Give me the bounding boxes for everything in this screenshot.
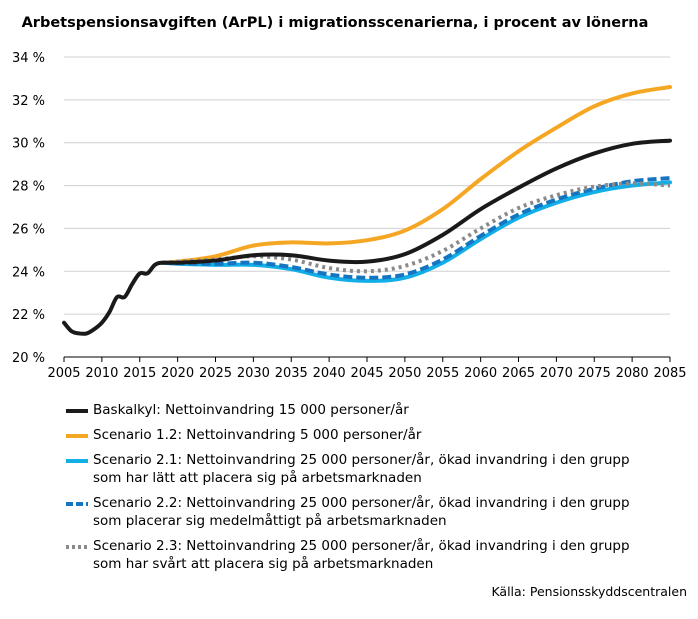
series-baskalkyl [62,138,672,336]
legend-item-baskalkyl[interactable]: Baskalkyl: Nettoinvandring 15 000 person… [66,401,696,419]
y-axis: 20 % 22 % 24 % 26 % 28 % 30 % 32 % 34 % [12,51,45,366]
chart-title: Arbetspensionsavgiften (ArPL) i migratio… [22,15,649,31]
x-tick-label: 2010 [85,366,118,381]
legend-label-scenario-2-2: Scenario 2.2: Nettoinvandring 25 000 per… [93,495,630,529]
x-tick-label: 2055 [426,366,459,381]
x-tick-label: 2060 [464,366,497,381]
y-tick-label: 24 % [12,265,45,280]
legend-item-scenario-2-3[interactable]: Scenario 2.3: Nettoinvandring 25 000 per… [66,537,696,573]
y-tick-label: 30 % [12,137,45,152]
legend-swatch-baskalkyl [66,409,88,413]
x-tick-label: 2040 [313,366,346,381]
legend-swatch-scenario-2-3 [66,545,88,549]
legend-label-scenario-2-3: Scenario 2.3: Nettoinvandring 25 000 per… [93,538,630,572]
x-axis: 2005 2010 2015 2020 2025 2030 2035 2040 2045 2050… [47,357,687,381]
x-tick-label: 2075 [578,366,611,381]
x-tick-label: 2020 [161,366,194,381]
x-tick-label: 2070 [540,366,573,381]
x-tick-label: 2065 [502,366,535,381]
legend-item-scenario-2-2[interactable]: Scenario 2.2: Nettoinvandring 25 000 per… [66,494,696,530]
x-tick-label: 2015 [123,366,156,381]
legend: Baskalkyl: Nettoinvandring 15 000 person… [66,400,696,573]
y-tick-label: 28 % [12,180,45,195]
series-lines [62,85,672,336]
legend-swatch-scenario-1-2 [66,434,88,438]
legend-label-baskalkyl: Baskalkyl: Nettoinvandring 15 000 person… [93,402,409,418]
y-tick-label: 26 % [12,222,45,237]
y-tick-label: 20 % [12,351,45,366]
legend-swatch-scenario-2-2 [66,502,88,506]
x-tick-label: 2005 [47,366,80,381]
source-note: Källa: Pensionsskyddscentralen [491,584,687,599]
y-tick-label: 34 % [12,51,45,66]
legend-item-scenario-1-2[interactable]: Scenario 1.2: Nettoinvandring 5 000 pers… [66,426,696,444]
series-scenario-1-2 [160,85,672,265]
x-tick-label: 2050 [388,366,421,381]
legend-item-scenario-2-1[interactable]: Scenario 2.1: Nettoinvandring 25 000 per… [66,451,696,487]
grid-lines [64,56,670,358]
x-tick-label: 2030 [237,366,270,381]
x-tick-label: 2045 [350,366,383,381]
legend-label-scenario-2-1: Scenario 2.1: Nettoinvandring 25 000 per… [93,452,630,486]
x-tick-label: 2025 [199,366,232,381]
y-tick-label: 22 % [12,308,45,323]
y-tick-label: 32 % [12,94,45,109]
x-tick-label: 2035 [275,366,308,381]
legend-label-scenario-1-2: Scenario 1.2: Nettoinvandring 5 000 pers… [93,427,422,443]
x-tick-label: 2085 [653,366,686,381]
x-tick-label: 2080 [616,366,649,381]
legend-swatch-scenario-2-1 [66,459,88,463]
series-scenario-2-1 [160,180,672,283]
